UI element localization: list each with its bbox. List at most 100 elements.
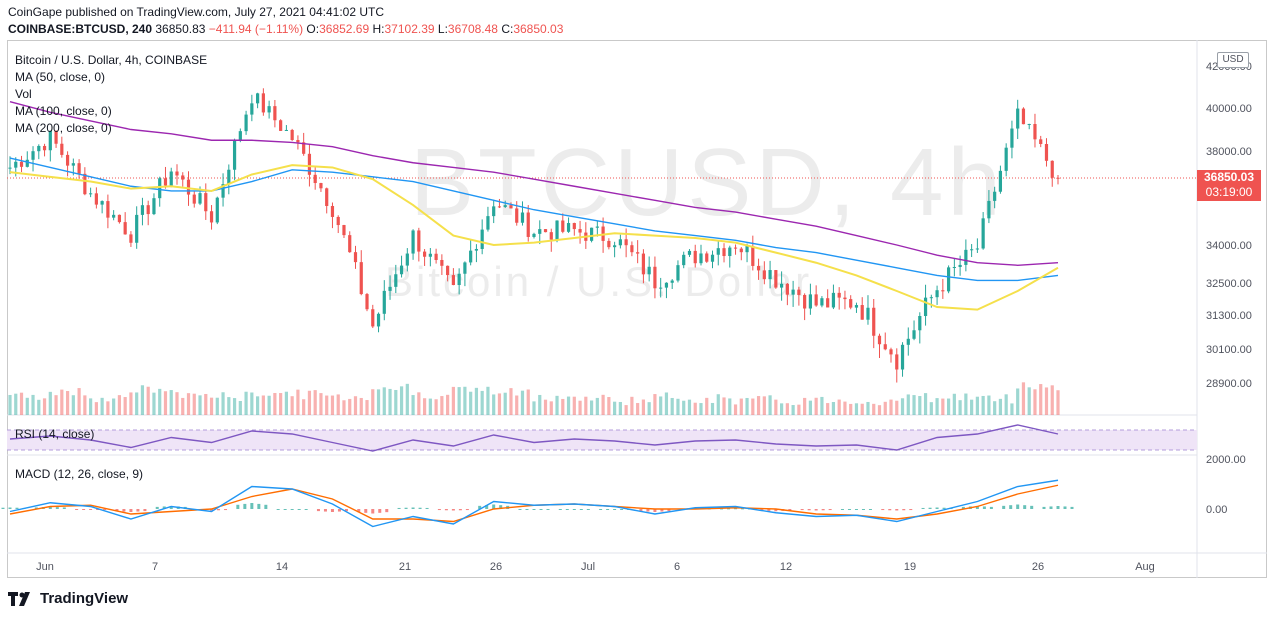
candle-body xyxy=(250,103,254,115)
macd-signal-line xyxy=(9,484,1059,523)
macd-histogram-bar xyxy=(1016,504,1020,509)
macd-histogram-bar xyxy=(96,509,100,510)
candle-body xyxy=(279,120,283,131)
macd-histogram-bar xyxy=(122,509,126,512)
candle-body xyxy=(158,178,162,199)
volume-bar xyxy=(480,390,484,415)
volume-bar xyxy=(883,401,887,415)
candle-body xyxy=(302,142,306,154)
candle-body xyxy=(895,354,899,370)
candle-body xyxy=(422,251,427,257)
volume-bar xyxy=(918,396,922,415)
volume-bar xyxy=(204,393,208,415)
candle-body xyxy=(641,253,646,275)
macd-histogram-bar xyxy=(888,509,892,511)
legend-rsi[interactable]: RSI (14, close) xyxy=(15,427,95,441)
macd-histogram-bar xyxy=(854,509,858,510)
volume-bar xyxy=(630,396,634,415)
legend-ma100[interactable]: MA (100, close, 0) xyxy=(15,104,112,118)
candle-body xyxy=(733,247,738,249)
volume-bar xyxy=(716,394,720,415)
candle-body xyxy=(970,249,974,251)
macd-histogram-bar xyxy=(660,509,664,512)
volume-bar xyxy=(394,389,398,415)
legend-macd[interactable]: MACD (12, 26, close, 9) xyxy=(15,467,144,481)
volume-bar xyxy=(376,389,381,415)
legend-ma50[interactable]: MA (50, close, 0) xyxy=(15,70,106,84)
volume-bar xyxy=(566,396,571,415)
candle-body xyxy=(71,163,75,166)
candle-body xyxy=(89,193,93,195)
candle-body xyxy=(785,283,789,295)
candle-body xyxy=(348,235,352,253)
candle-body xyxy=(1044,144,1049,161)
volume-bar xyxy=(664,392,669,415)
high-value: 37102.39 xyxy=(384,22,435,36)
macd-histogram-bar xyxy=(760,509,764,511)
legend-vol[interactable]: Vol xyxy=(15,87,32,101)
macd-histogram-bar xyxy=(404,507,408,509)
macd-histogram-bar xyxy=(55,507,59,509)
open-value: 36852.69 xyxy=(319,22,370,36)
macd-histogram-bar xyxy=(1042,506,1046,509)
volume-bar xyxy=(987,395,991,415)
candle-body xyxy=(117,214,122,223)
candle-body xyxy=(814,294,818,306)
candle-body xyxy=(797,289,801,295)
macd-histogram-bar xyxy=(115,509,119,512)
macd-histogram-bar xyxy=(371,509,375,514)
macd-histogram-bar xyxy=(378,509,382,513)
macd-histogram-bar xyxy=(935,507,939,509)
candle-body xyxy=(284,129,288,131)
macd-tick-label: 0.00 xyxy=(1206,504,1227,516)
volume-bar xyxy=(359,397,363,415)
volume-bar xyxy=(613,401,617,415)
candle-body xyxy=(935,290,939,298)
candle-body xyxy=(589,227,594,241)
volume-bar xyxy=(1056,390,1060,415)
macd-histogram-bar xyxy=(458,509,462,511)
candle-body xyxy=(843,297,847,300)
macd-histogram-bar xyxy=(264,504,268,509)
volume-bar xyxy=(929,402,933,415)
volume-bar xyxy=(555,395,559,415)
volume-bar xyxy=(71,395,75,415)
macd-histogram-bar xyxy=(868,509,872,510)
volume-bar xyxy=(405,383,409,415)
macd-histogram-bar xyxy=(800,509,804,511)
candle-body xyxy=(532,233,536,237)
macd-histogram-bar xyxy=(546,509,550,510)
volume-bar xyxy=(330,395,335,415)
candle-body xyxy=(319,183,323,189)
volume-bar xyxy=(831,401,836,415)
macd-histogram-bar xyxy=(565,509,569,510)
candle-body xyxy=(923,297,928,317)
candle-body xyxy=(42,145,47,151)
currency-button[interactable]: USD xyxy=(1217,52,1249,68)
symbol-label[interactable]: COINBASE:BTCUSD, 240 xyxy=(8,22,153,36)
macd-histogram-bar xyxy=(646,509,650,512)
volume-bar xyxy=(307,390,312,415)
candle-body xyxy=(382,290,386,314)
volume-bar xyxy=(1021,382,1026,415)
candle-body xyxy=(497,206,502,208)
volume-bar xyxy=(578,400,582,415)
volume-bar xyxy=(284,391,288,415)
price-tick-label: 34000.00 xyxy=(1206,240,1252,252)
time-tick-label: Jun xyxy=(36,561,54,573)
candle-body xyxy=(520,212,525,223)
legend-ma200[interactable]: MA (200, close, 0) xyxy=(15,121,112,135)
volume-bar xyxy=(31,394,35,415)
volume-bar xyxy=(365,400,369,415)
candle-body xyxy=(774,270,778,288)
tradingview-logo[interactable]: TradingView xyxy=(8,590,128,607)
macd-histogram-bar xyxy=(821,509,825,511)
macd-histogram-bar xyxy=(667,509,671,512)
volume-bar xyxy=(42,398,47,415)
volume-bar xyxy=(889,399,893,415)
candle-body xyxy=(325,188,329,206)
macd-histogram-bar xyxy=(62,507,66,509)
candle-body xyxy=(77,163,81,174)
volume-bar xyxy=(791,405,795,415)
